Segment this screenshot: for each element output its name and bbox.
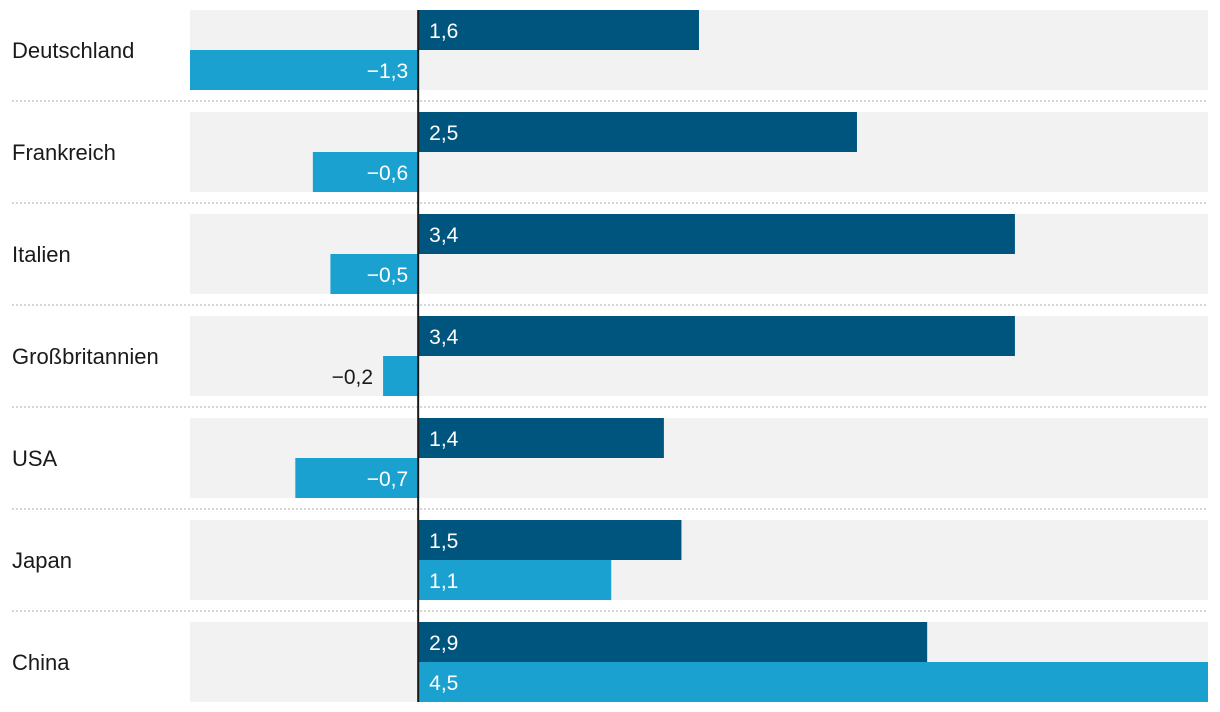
bar <box>418 112 857 152</box>
bar <box>330 254 419 294</box>
data-label: −1,3 <box>367 60 408 83</box>
bar <box>295 458 419 498</box>
data-label: −0,6 <box>367 162 408 185</box>
data-label: 2,9 <box>429 632 458 655</box>
data-label: 1,6 <box>429 20 458 43</box>
data-label: 4,5 <box>429 672 458 695</box>
category-label: Großbritannien <box>12 344 159 369</box>
data-label: −0,5 <box>367 264 408 287</box>
bar <box>418 418 664 458</box>
data-label: 3,4 <box>429 224 459 247</box>
data-label: 1,4 <box>429 428 459 451</box>
category-label: USA <box>12 446 58 471</box>
category-label: Frankreich <box>12 140 116 165</box>
bar <box>383 356 419 396</box>
data-label: 1,1 <box>429 570 458 593</box>
data-label: 1,5 <box>429 530 458 553</box>
data-label: −0,2 <box>332 366 373 389</box>
bar <box>418 622 928 662</box>
data-label: 3,4 <box>429 326 459 349</box>
category-label: Deutschland <box>12 38 134 63</box>
category-label: Japan <box>12 548 72 573</box>
bar <box>418 10 699 50</box>
bar <box>418 560 612 600</box>
category-label: China <box>12 650 70 675</box>
bar <box>418 316 1015 356</box>
bar <box>418 520 682 560</box>
data-label: 2,5 <box>429 122 458 145</box>
bar <box>190 50 419 90</box>
row-background <box>190 520 1208 600</box>
bar <box>418 662 1208 702</box>
bar <box>312 152 419 192</box>
category-label: Italien <box>12 242 71 267</box>
bar <box>418 214 1015 254</box>
data-label: −0,7 <box>367 468 408 491</box>
